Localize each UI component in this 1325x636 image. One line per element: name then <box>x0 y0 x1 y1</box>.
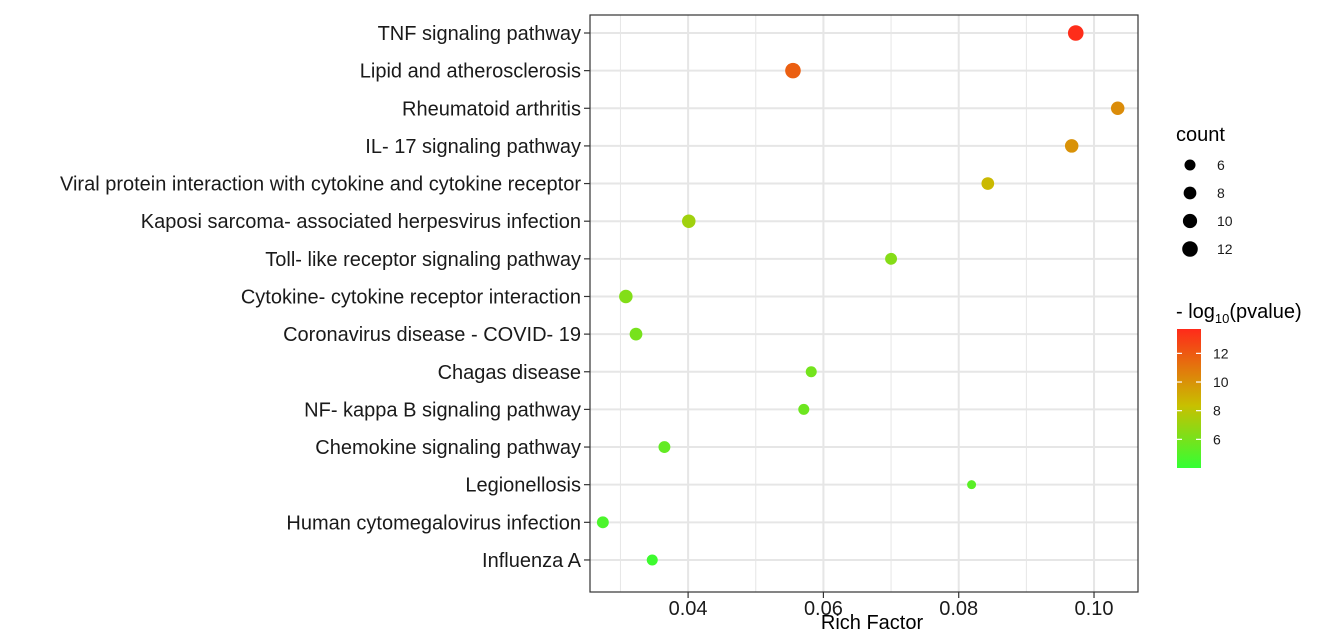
color-legend-label: 12 <box>1213 345 1229 361</box>
data-point <box>1110 101 1125 116</box>
y-tick-label: Chagas disease <box>438 362 581 384</box>
data-point <box>798 403 810 415</box>
data-point <box>619 289 633 304</box>
y-tick-label: NF- kappa B signaling pathway <box>304 399 581 421</box>
size-legend: count 6 8 10 12 <box>1176 124 1233 257</box>
color-legend-label: 8 <box>1213 403 1221 419</box>
grid-lines <box>590 15 1138 592</box>
size-legend-label: 8 <box>1217 185 1225 201</box>
data-point <box>1064 139 1079 153</box>
data-point <box>981 177 995 190</box>
x-tick-label: 0.04 <box>669 598 708 620</box>
size-legend-title: count <box>1176 124 1225 146</box>
y-tick-label: Lipid and atherosclerosis <box>360 61 581 83</box>
data-point <box>785 62 801 79</box>
y-axis: TNF signaling pathway Lipid and atheroscl… <box>60 23 590 572</box>
size-legend-dot <box>1182 213 1198 229</box>
x-tick-label: 0.06 <box>804 598 843 620</box>
data-point <box>885 252 898 265</box>
data-point <box>646 554 658 566</box>
size-legend-dot <box>1183 186 1197 200</box>
y-tick-label: TNF signaling pathway <box>378 23 581 45</box>
size-legend-dot <box>1184 159 1196 171</box>
y-tick-label: Human cytomegalovirus infection <box>286 512 581 534</box>
x-tick-label: 0.08 <box>939 598 978 620</box>
plot-panel-border <box>589 14 1139 593</box>
data-point <box>682 214 696 228</box>
size-legend-dot <box>1182 241 1198 257</box>
y-tick-label: Viral protein interaction with cytokine … <box>60 174 581 196</box>
x-axis-title: Rich Factor <box>821 612 924 634</box>
y-tick-label: IL- 17 signaling pathway <box>365 136 581 158</box>
color-legend-title-prefix: - log <box>1176 301 1215 323</box>
data-point <box>805 366 817 378</box>
y-tick-label: Kaposi sarcoma- associated herpesvirus i… <box>141 211 581 233</box>
data-point <box>596 516 609 529</box>
data-point <box>1067 25 1084 41</box>
color-legend-label: 6 <box>1213 431 1221 447</box>
data-point <box>629 327 643 341</box>
size-legend-label: 10 <box>1217 213 1233 229</box>
y-tick-label: Toll- like receptor signaling pathway <box>265 249 581 271</box>
data-points <box>596 25 1125 566</box>
x-axis: 0.04 0.06 0.08 0.10 <box>669 592 1114 620</box>
size-legend-label: 12 <box>1217 241 1233 257</box>
color-legend-title-suffix: (pvalue) <box>1229 301 1301 323</box>
color-legend-title: - log10(pvalue) <box>1176 301 1302 326</box>
y-tick-label: Rheumatoid arthritis <box>402 98 581 120</box>
color-legend-label: 10 <box>1213 374 1229 390</box>
y-tick-label: Chemokine signaling pathway <box>315 437 581 459</box>
y-tick-label: Influenza A <box>482 550 582 572</box>
data-point <box>658 441 671 453</box>
data-point <box>967 480 977 490</box>
y-tick-label: Cytokine- cytokine receptor interaction <box>241 286 581 308</box>
color-legend-title-sub: 10 <box>1215 311 1229 326</box>
color-legend-bar <box>1177 329 1201 468</box>
x-tick-label: 0.10 <box>1075 598 1114 620</box>
y-tick-label: Legionellosis <box>465 475 581 497</box>
y-tick-label: Coronavirus disease - COVID- 19 <box>283 324 581 346</box>
size-legend-label: 6 <box>1217 157 1225 173</box>
